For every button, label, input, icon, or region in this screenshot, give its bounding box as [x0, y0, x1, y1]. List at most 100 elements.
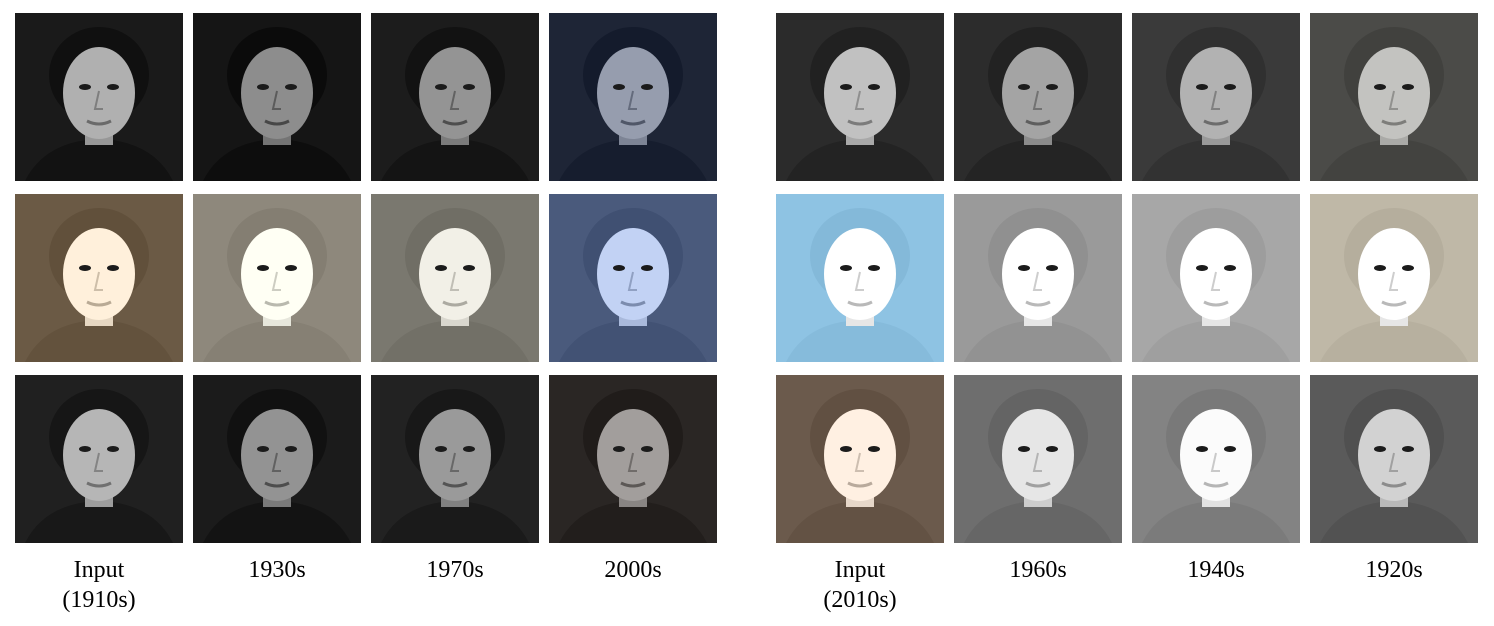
eye — [840, 84, 852, 90]
eye — [868, 446, 880, 452]
portrait-man-hat — [549, 375, 717, 543]
label-line1: 2000s — [604, 557, 662, 583]
eye — [257, 84, 269, 90]
portrait-image — [549, 194, 717, 362]
column-label: 1920s — [1310, 555, 1478, 615]
shoulders — [786, 320, 934, 362]
nose — [1210, 90, 1220, 110]
shoulders — [786, 139, 934, 181]
portrait-image — [1132, 194, 1300, 362]
eye — [435, 265, 447, 271]
mouth — [1203, 119, 1229, 126]
mouth — [86, 300, 112, 307]
eye — [257, 265, 269, 271]
eye — [1224, 446, 1236, 452]
nose — [1032, 271, 1042, 291]
mouth — [847, 300, 873, 307]
nose — [271, 452, 281, 472]
shoulders — [964, 320, 1112, 362]
portrait-man-hat — [193, 375, 361, 543]
eye — [435, 84, 447, 90]
eye — [1402, 84, 1414, 90]
portrait-image — [776, 375, 944, 543]
eye — [868, 265, 880, 271]
eye — [1402, 265, 1414, 271]
portrait-image — [1310, 194, 1478, 362]
nose — [449, 90, 459, 110]
eye — [1196, 84, 1208, 90]
portrait-woman-dark-hair — [776, 13, 944, 181]
shoulders — [381, 501, 529, 543]
portrait-man-long-hair — [1310, 375, 1478, 543]
portrait-woman-dark-hair — [954, 13, 1122, 181]
portrait-image — [1132, 375, 1300, 543]
eye — [463, 84, 475, 90]
mouth — [620, 481, 646, 488]
eye — [641, 84, 653, 90]
eye — [868, 84, 880, 90]
mouth — [264, 119, 290, 126]
portrait-grid-left — [15, 13, 717, 543]
shoulders — [1142, 320, 1290, 362]
shoulders — [203, 501, 351, 543]
eye — [463, 265, 475, 271]
eye — [840, 446, 852, 452]
column-label: Input (2010s) — [776, 555, 944, 615]
portrait-woman-curly — [15, 194, 183, 362]
shoulders — [25, 139, 173, 181]
eye — [79, 84, 91, 90]
nose — [854, 271, 864, 291]
portrait-image — [549, 375, 717, 543]
eye — [1374, 446, 1386, 452]
eye — [1224, 265, 1236, 271]
label-line1: 1970s — [426, 557, 484, 583]
eye — [107, 265, 119, 271]
mouth — [1203, 481, 1229, 488]
portrait-image — [371, 194, 539, 362]
portrait-image — [954, 375, 1122, 543]
mouth — [620, 119, 646, 126]
shoulders — [25, 320, 173, 362]
portrait-man-mustache — [371, 13, 539, 181]
mouth — [86, 481, 112, 488]
eye — [257, 446, 269, 452]
eye — [840, 265, 852, 271]
portrait-man-mustache — [549, 13, 717, 181]
portrait-woman-dark-hair — [1132, 13, 1300, 181]
mouth — [847, 481, 873, 488]
shoulders — [964, 139, 1112, 181]
mouth — [1025, 481, 1051, 488]
left-panel: Input (1910s) 1930s 1970s 2000s — [15, 13, 717, 615]
mouth — [620, 300, 646, 307]
portrait-image — [1310, 13, 1478, 181]
eye — [641, 446, 653, 452]
mouth — [1203, 300, 1229, 307]
right-panel: Input (2010s) 1960s 1940s 1920s — [776, 13, 1478, 615]
portrait-image — [371, 13, 539, 181]
nose — [854, 90, 864, 110]
portrait-image — [1132, 13, 1300, 181]
portrait-image — [776, 13, 944, 181]
nose — [627, 90, 637, 110]
shoulders — [203, 139, 351, 181]
mouth — [442, 119, 468, 126]
mouth — [1381, 119, 1407, 126]
shoulders — [1320, 320, 1468, 362]
mouth — [264, 481, 290, 488]
shoulders — [1320, 139, 1468, 181]
nose — [1388, 271, 1398, 291]
portrait-image — [371, 375, 539, 543]
portrait-image — [776, 194, 944, 362]
eye — [285, 265, 297, 271]
eye — [79, 265, 91, 271]
label-line2: (1910s) — [62, 587, 136, 613]
eye — [1018, 446, 1030, 452]
eye — [1018, 265, 1030, 271]
portrait-image — [15, 13, 183, 181]
portrait-man-hat — [371, 375, 539, 543]
column-labels-left: Input (1910s) 1930s 1970s 2000s — [15, 555, 717, 615]
column-label: 1940s — [1132, 555, 1300, 615]
eye — [435, 446, 447, 452]
eye — [613, 446, 625, 452]
label-line2: (2010s) — [823, 587, 897, 613]
